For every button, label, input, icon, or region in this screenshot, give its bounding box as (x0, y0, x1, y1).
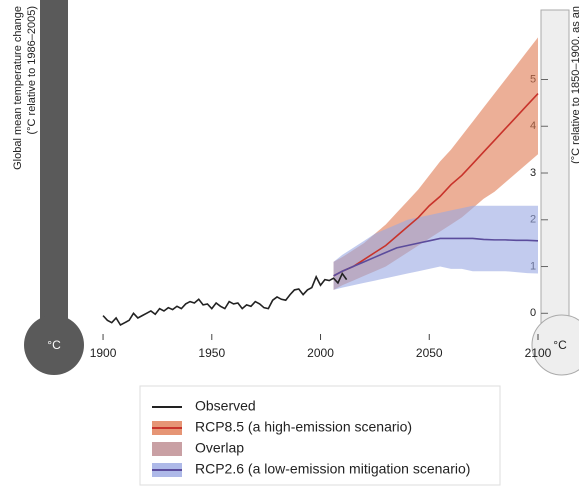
legend-label: Overlap (195, 440, 244, 456)
legend-label: RCP8.5 (a high-emission scenario) (195, 419, 412, 435)
x-tick-label: 2100 (525, 346, 552, 360)
series-line (333, 237, 539, 277)
uncertainty-band (333, 205, 538, 290)
unit-label: °C (47, 338, 61, 352)
legend-swatch (152, 442, 182, 456)
y-axis-label: (°C relative to 1986–2005) (26, 6, 38, 135)
x-tick-label: 1950 (198, 346, 225, 360)
legend-label: Observed (195, 398, 256, 414)
left-thermometer (40, 0, 68, 325)
right-bulb (531, 314, 579, 376)
x-tick-label: 1900 (90, 346, 117, 360)
x-tick-label: 2050 (416, 346, 443, 360)
y2-tick-label: 0 (530, 307, 536, 319)
x-tick-label: 2000 (307, 346, 334, 360)
y2-tick-label: 3 (530, 167, 536, 179)
y-axis-label: Global mean temperature change (12, 6, 24, 170)
uncertainty-band (333, 37, 538, 290)
legend-label: RCP2.6 (a low-emission mitigation scenar… (195, 461, 470, 477)
y2-axis-label: (°C relative to 1850–1900, as an (570, 6, 579, 164)
left-bulb (24, 315, 84, 375)
series-line (102, 271, 348, 327)
unit-label: °C (553, 338, 567, 352)
legend (139, 385, 501, 486)
series-line (333, 92, 539, 277)
right-thermometer (540, 9, 570, 326)
